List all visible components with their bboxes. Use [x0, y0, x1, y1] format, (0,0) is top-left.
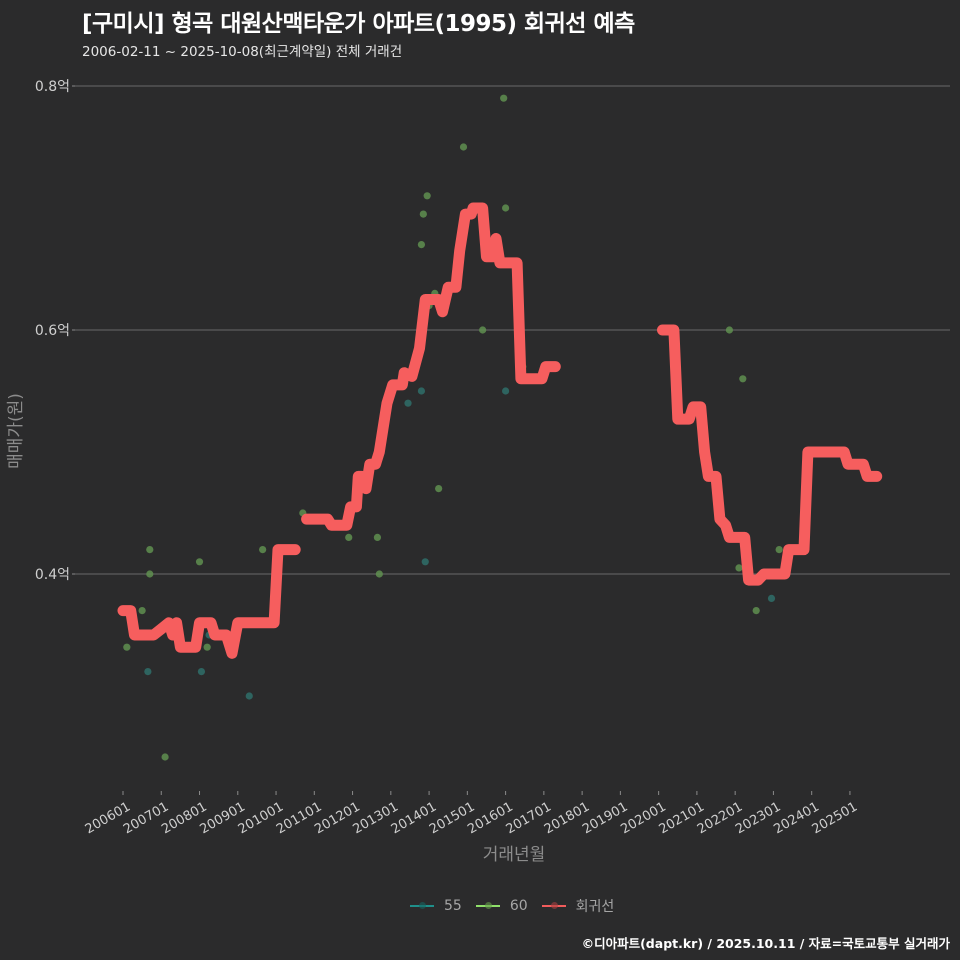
legend-item-60[interactable]: 60	[475, 898, 528, 914]
data-point	[479, 326, 487, 334]
source-caption: ©디아파트(dapt.kr) / 2025.10.11 / 자료=국토교통부 실…	[581, 936, 950, 951]
data-point	[417, 387, 426, 395]
y-tick-label: 0.4억	[35, 567, 70, 583]
data-point	[735, 564, 743, 572]
data-point	[345, 533, 353, 542]
x-axis-ticks: 2006012007012008012009012010012011012012…	[83, 791, 860, 837]
data-point	[419, 210, 427, 218]
data-point	[739, 375, 747, 383]
data-point	[775, 546, 783, 554]
data-point	[195, 558, 204, 566]
data-point	[502, 387, 510, 395]
chart-title: [구미시] 형곡 대원산맥타운가 아파트(1995) 회귀선 예측	[82, 11, 635, 37]
series-55-points	[144, 387, 776, 700]
data-point	[423, 192, 431, 200]
legend-swatch-60-icon	[475, 905, 500, 907]
data-point	[375, 570, 383, 578]
regression-segment	[657, 324, 883, 586]
data-point	[197, 668, 206, 676]
data-point	[421, 558, 429, 566]
data-point	[404, 399, 412, 407]
data-point	[123, 643, 131, 651]
legend: 55 60 회귀선	[410, 896, 622, 916]
series-60-points	[123, 94, 783, 761]
data-point	[725, 326, 734, 334]
legend-label-regression: 회귀선	[575, 899, 615, 915]
y-axis-ticks: 0.4억 0.6억 0.8억	[35, 79, 75, 583]
data-point	[161, 753, 169, 761]
grid-lines	[75, 85, 950, 575]
regression-segment	[117, 544, 301, 659]
data-point	[144, 668, 152, 676]
y-axis-title: 매매가(원)	[6, 393, 26, 469]
data-point	[752, 607, 760, 615]
legend-swatch-regression-icon	[541, 905, 566, 907]
data-point	[146, 570, 154, 578]
data-point	[500, 94, 508, 102]
legend-label-55: 55	[444, 898, 462, 914]
data-point	[146, 546, 154, 554]
data-point	[767, 594, 776, 603]
data-point	[203, 643, 211, 651]
data-point	[138, 607, 146, 615]
data-point	[459, 143, 468, 151]
data-point	[373, 533, 382, 542]
data-point	[245, 692, 253, 700]
legend-item-55[interactable]: 55	[410, 898, 462, 914]
regression-segment	[301, 202, 561, 531]
legend-item-regression[interactable]: 회귀선	[541, 896, 615, 916]
chart-subtitle: 2006-02-11 ~ 2025-10-08(최근계약일) 전체 거래건	[82, 44, 403, 60]
legend-label-60: 60	[509, 898, 528, 914]
legend-swatch-55-icon	[410, 905, 434, 907]
data-point	[259, 546, 267, 554]
y-tick-label: 0.8억	[35, 79, 70, 95]
data-point	[435, 485, 443, 493]
data-point	[417, 241, 426, 249]
regression-line	[117, 202, 883, 659]
data-point	[502, 204, 510, 212]
x-axis-title: 거래년월	[483, 845, 546, 865]
y-tick-label: 0.6억	[35, 323, 70, 339]
